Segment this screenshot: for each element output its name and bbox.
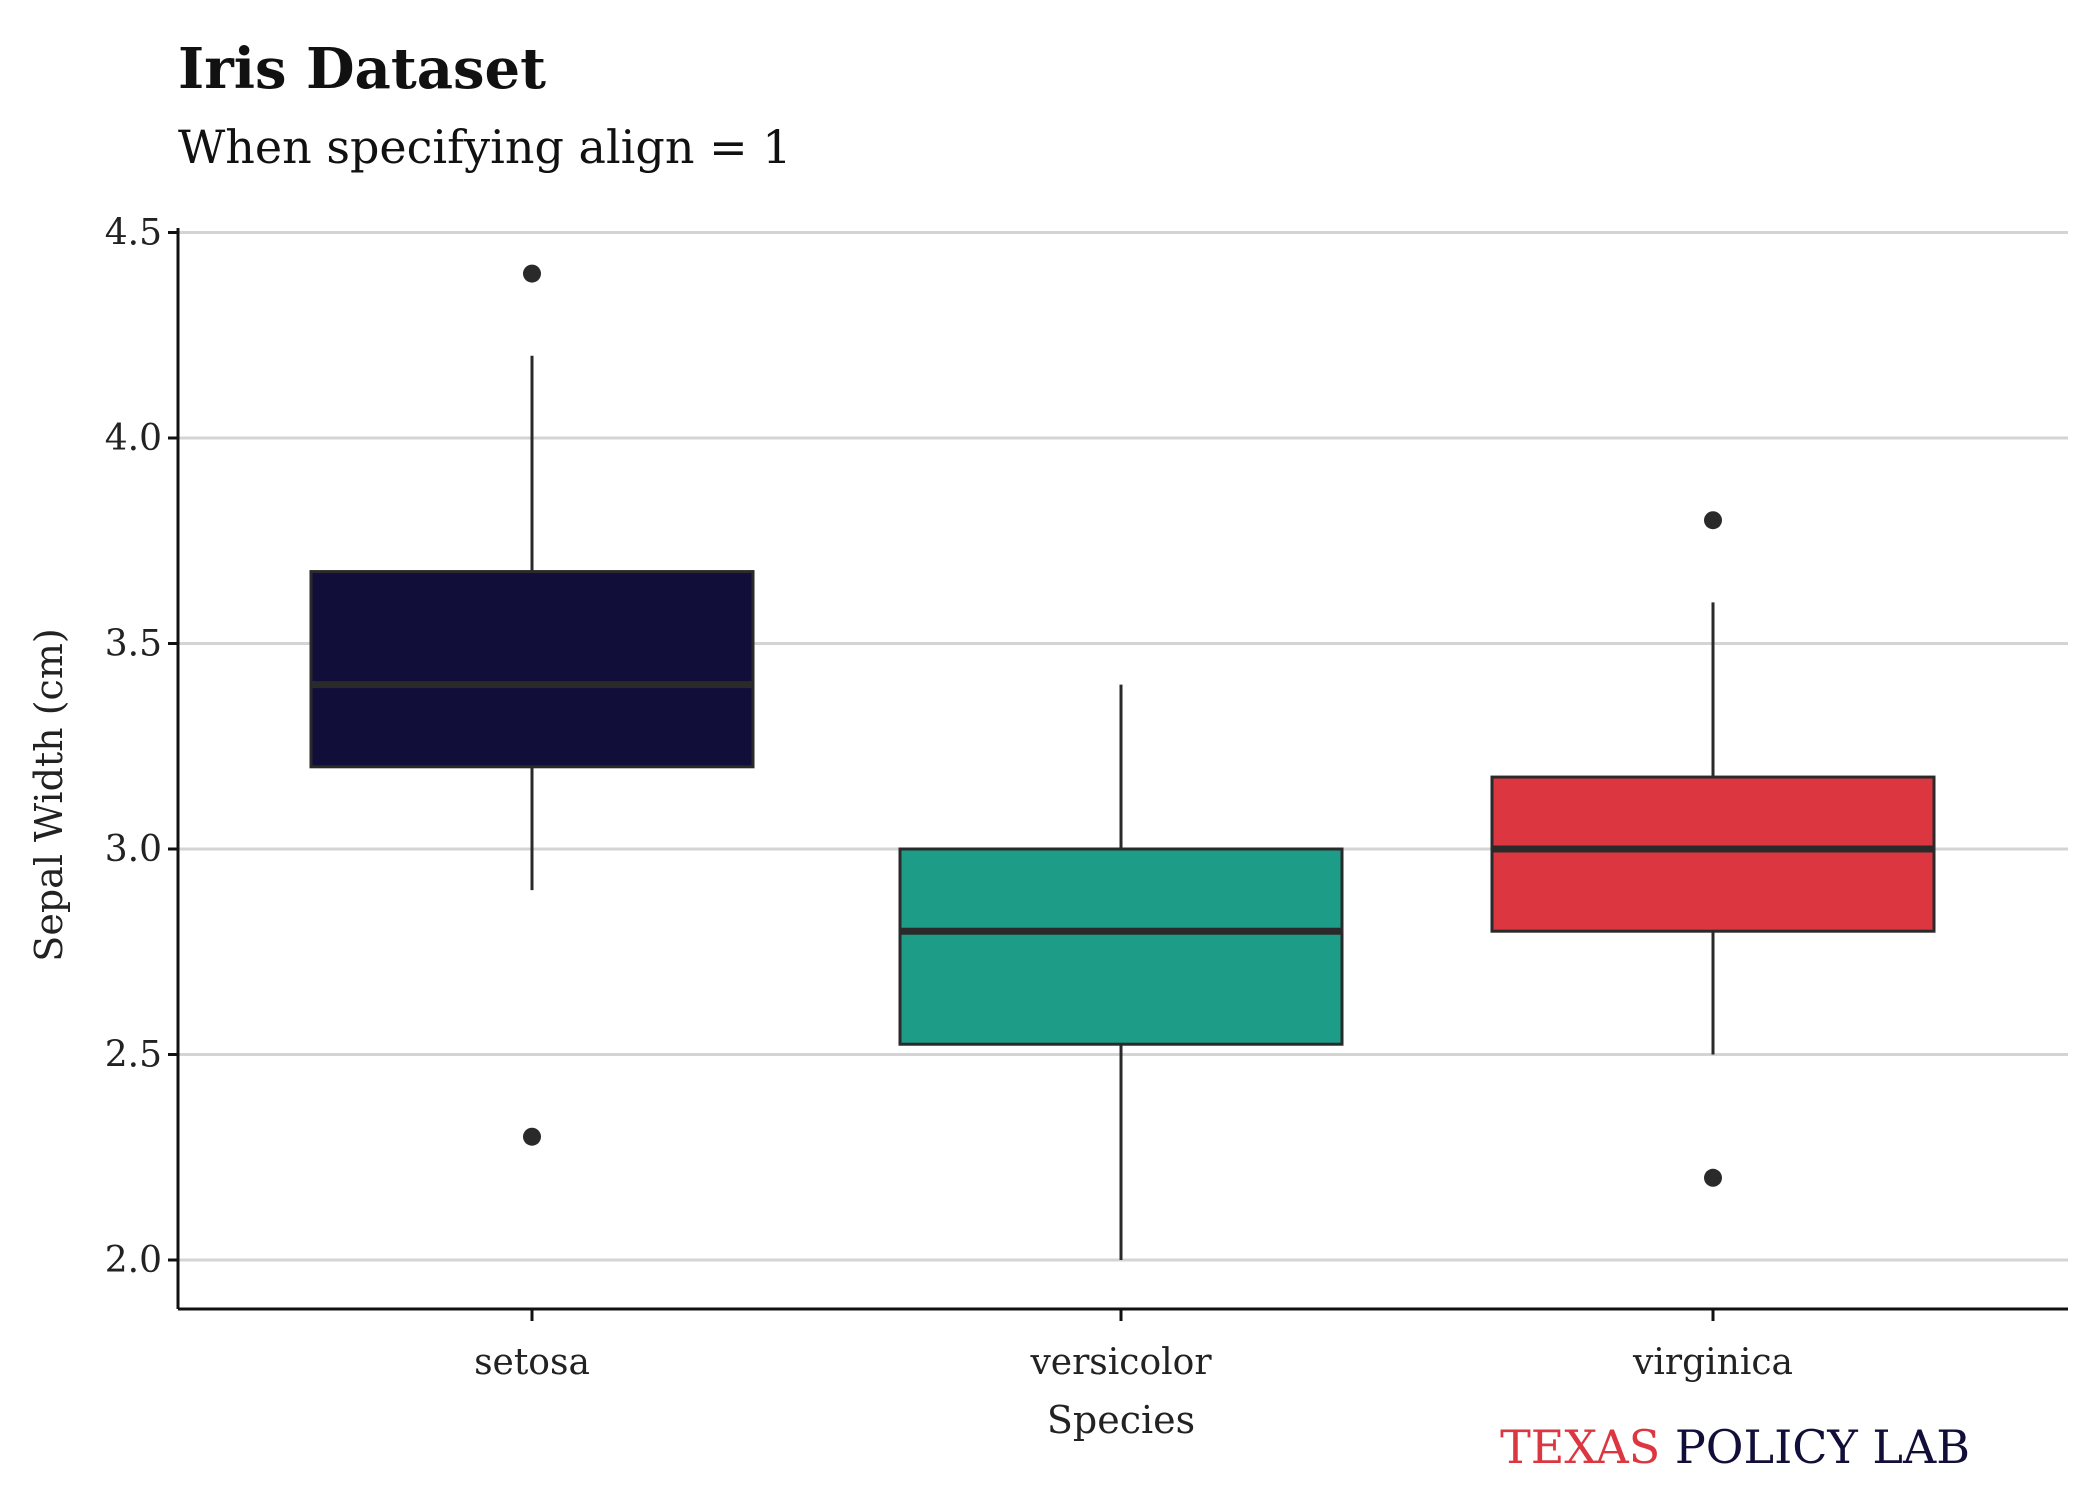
axes [168, 228, 2068, 1321]
outlier-setosa-0 [523, 264, 541, 283]
y-tick-label-2.5: 2.5 [105, 1035, 162, 1076]
y-tick-label-3.0: 3.0 [105, 829, 162, 870]
x-tick-label-versicolor: versicolor [1029, 1342, 1212, 1383]
outlier-virginica-1 [1704, 1168, 1722, 1187]
x-tick-label-setosa: setosa [474, 1342, 590, 1383]
y-tick-label-4.5: 4.5 [105, 213, 162, 254]
box-versicolor [898, 684, 1344, 1260]
outlier-setosa-1 [523, 1127, 541, 1146]
outlier-virginica-0 [1704, 511, 1722, 530]
y-axis-title: Sepal Width (cm) [27, 628, 71, 961]
x-axis-title: Species [1047, 1398, 1195, 1442]
y-tick-labels: 2.0 2.5 3.0 3.5 4.0 4.5 [105, 213, 162, 1282]
box-virginica [1490, 511, 1936, 1187]
y-tick-label-2.0: 2.0 [105, 1240, 162, 1281]
box-body-versicolor [898, 847, 1344, 1046]
caption-logo-text: TEXAS POLICY LAB [1500, 1420, 1970, 1474]
chart-title: Iris Dataset [178, 36, 546, 102]
boxes-layer [309, 264, 1936, 1260]
y-tick-label-4.0: 4.0 [105, 418, 162, 459]
x-tick-labels: setosa versicolor virginica [474, 1342, 1793, 1383]
y-tick-label-3.5: 3.5 [105, 624, 162, 665]
chart-subtitle: When specifying align = 1 [178, 120, 792, 174]
box-body-setosa [309, 570, 755, 769]
box-body-virginica [1490, 775, 1936, 933]
box-setosa [309, 264, 755, 1146]
caption-policy-lab: POLICY LAB [1660, 1420, 1970, 1474]
x-tick-label-virginica: virginica [1632, 1342, 1793, 1383]
caption-texas: TEXAS [1500, 1420, 1660, 1474]
